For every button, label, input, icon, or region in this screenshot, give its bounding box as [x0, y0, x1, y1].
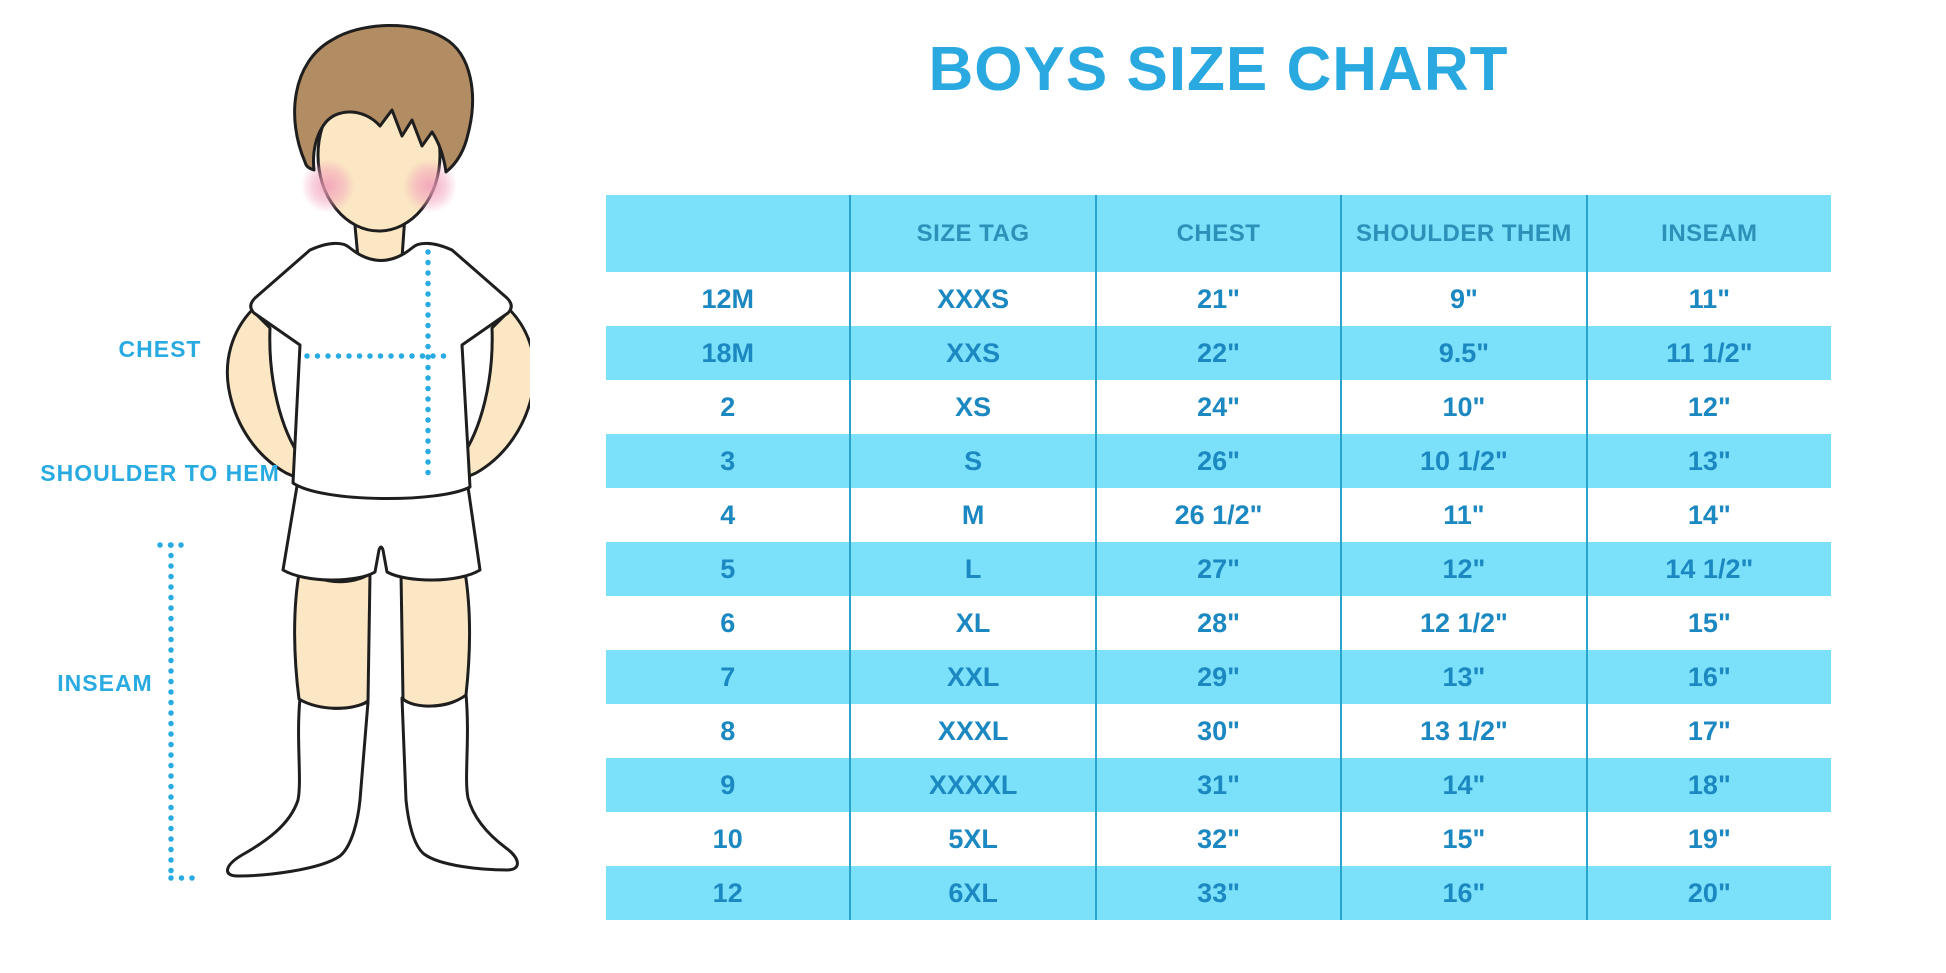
left-thigh — [293, 566, 372, 710]
size-table: SIZE TAG CHEST SHOULDER THEM INSEAM 12M … — [606, 195, 1831, 920]
cell-inseam: 12" — [1585, 380, 1831, 434]
cell-shoulder-to-hem: 9" — [1340, 272, 1585, 326]
table-row: 8 XXXL 30" 13 1/2" 17" — [606, 704, 1831, 758]
cell-size-tag: XL — [849, 596, 1094, 650]
table-row: 10 5XL 32" 15" 19" — [606, 812, 1831, 866]
cell-shoulder-to-hem: 14" — [1340, 758, 1585, 812]
boy-hair — [293, 24, 474, 174]
right-sock — [400, 692, 519, 872]
table-body: 12M XXXS 21" 9" 11" 18M XXS 22" 9.5" 11 … — [606, 272, 1831, 920]
table-row: 2 XS 24" 10" 12" — [606, 380, 1831, 434]
cell-size-tag: M — [849, 488, 1094, 542]
cell-shoulder-to-hem: 12 1/2" — [1340, 596, 1585, 650]
cell-size-tag: XXXL — [849, 704, 1094, 758]
cell-inseam: 20" — [1585, 866, 1831, 920]
table-row: 3 S 26" 10 1/2" 13" — [606, 434, 1831, 488]
cell-size-tag: XXL — [849, 650, 1094, 704]
cell-size: 5 — [720, 553, 736, 584]
boy-illustration — [157, 24, 530, 881]
cell-size-tag: 5XL — [849, 812, 1094, 866]
cell-size: 4 — [720, 499, 736, 530]
cell-size-tag: XXS — [849, 326, 1094, 380]
header-cell-shoulder-to-hem: SHOULDER THEM — [1340, 195, 1585, 272]
header-cell-size-tag: SIZE TAG — [849, 195, 1094, 272]
cell-shoulder-to-hem: 12" — [1340, 542, 1585, 596]
cell-inseam: 17" — [1585, 704, 1831, 758]
cell-chest: 30" — [1094, 704, 1340, 758]
cell-size: 18M — [701, 337, 754, 368]
inseam-label: INSEAM — [57, 670, 153, 696]
cell-chest: 32" — [1094, 812, 1340, 866]
table-row: 4 M 26 1/2" 11" 14" — [606, 488, 1831, 542]
cell-shoulder-to-hem: 15" — [1340, 812, 1585, 866]
cell-chest: 26" — [1094, 434, 1340, 488]
header-cell-blank — [606, 195, 849, 272]
left-sock — [226, 696, 370, 878]
cell-size: 9 — [720, 769, 736, 800]
shoulder-to-hem-label: SHOULDER TO HEM — [40, 460, 280, 486]
right-arm — [458, 308, 530, 482]
header-cell-chest: CHEST — [1094, 195, 1340, 272]
cell-size-tag: L — [849, 542, 1094, 596]
cell-size-tag: XXXS — [849, 272, 1094, 326]
cell-size: 3 — [720, 445, 736, 476]
cell-chest: 29" — [1094, 650, 1340, 704]
table-row: 5 L 27" 12" 14 1/2" — [606, 542, 1831, 596]
blush-right-cheek — [403, 159, 457, 213]
page-title: BOYS SIZE CHART — [928, 35, 1509, 104]
cell-inseam: 11 1/2" — [1585, 326, 1831, 380]
table-row: 6 XL 28" 12 1/2" 15" — [606, 596, 1831, 650]
cell-chest: 31" — [1094, 758, 1340, 812]
cell-inseam: 14" — [1585, 488, 1831, 542]
table-row: 7 XXL 29" 13" 16" — [606, 650, 1831, 704]
header-cell-inseam: INSEAM — [1585, 195, 1831, 272]
table-row: 9 XXXXL 31" 14" 18" — [606, 758, 1831, 812]
cell-size: 6 — [720, 607, 736, 638]
cell-shoulder-to-hem: 13" — [1340, 650, 1585, 704]
cell-size: 2 — [720, 391, 736, 422]
left-arm — [225, 308, 304, 482]
table-row: 12M XXXS 21" 9" 11" — [606, 272, 1831, 326]
cell-size-tag: 6XL — [849, 866, 1094, 920]
cell-size-tag: S — [849, 434, 1094, 488]
cell-inseam: 14 1/2" — [1585, 542, 1831, 596]
cell-shoulder-to-hem: 10" — [1340, 380, 1585, 434]
cell-shoulder-to-hem: 16" — [1340, 866, 1585, 920]
chest-label: CHEST — [118, 336, 202, 362]
cell-size: 12M — [701, 283, 754, 314]
cell-inseam: 15" — [1585, 596, 1831, 650]
cell-inseam: 13" — [1585, 434, 1831, 488]
cell-chest: 26 1/2" — [1094, 488, 1340, 542]
cell-chest: 33" — [1094, 866, 1340, 920]
cell-chest: 21" — [1094, 272, 1340, 326]
cell-chest: 28" — [1094, 596, 1340, 650]
cell-size: 8 — [720, 715, 736, 746]
cell-shoulder-to-hem: 10 1/2" — [1340, 434, 1585, 488]
cell-shoulder-to-hem: 9.5" — [1340, 326, 1585, 380]
blush-left-cheek — [301, 159, 355, 213]
table-row: 12 6XL 33" 16" 20" — [606, 866, 1831, 920]
cell-inseam: 18" — [1585, 758, 1831, 812]
cell-shoulder-to-hem: 11" — [1340, 488, 1585, 542]
cell-chest: 27" — [1094, 542, 1340, 596]
cell-size: 10 — [712, 823, 743, 854]
cell-size-tag: XXXXL — [849, 758, 1094, 812]
cell-size: 12 — [712, 877, 743, 908]
cell-inseam: 19" — [1585, 812, 1831, 866]
cell-shoulder-to-hem: 13 1/2" — [1340, 704, 1585, 758]
table-row: 18M XXS 22" 9.5" 11 1/2" — [606, 326, 1831, 380]
right-thigh — [399, 564, 471, 708]
cell-chest: 24" — [1094, 380, 1340, 434]
cell-chest: 22" — [1094, 326, 1340, 380]
cell-inseam: 11" — [1585, 272, 1831, 326]
table-header-row: SIZE TAG CHEST SHOULDER THEM INSEAM — [606, 195, 1831, 272]
cell-size: 7 — [720, 661, 736, 692]
cell-size-tag: XS — [849, 380, 1094, 434]
cell-inseam: 16" — [1585, 650, 1831, 704]
boy-tshirt — [249, 241, 513, 500]
